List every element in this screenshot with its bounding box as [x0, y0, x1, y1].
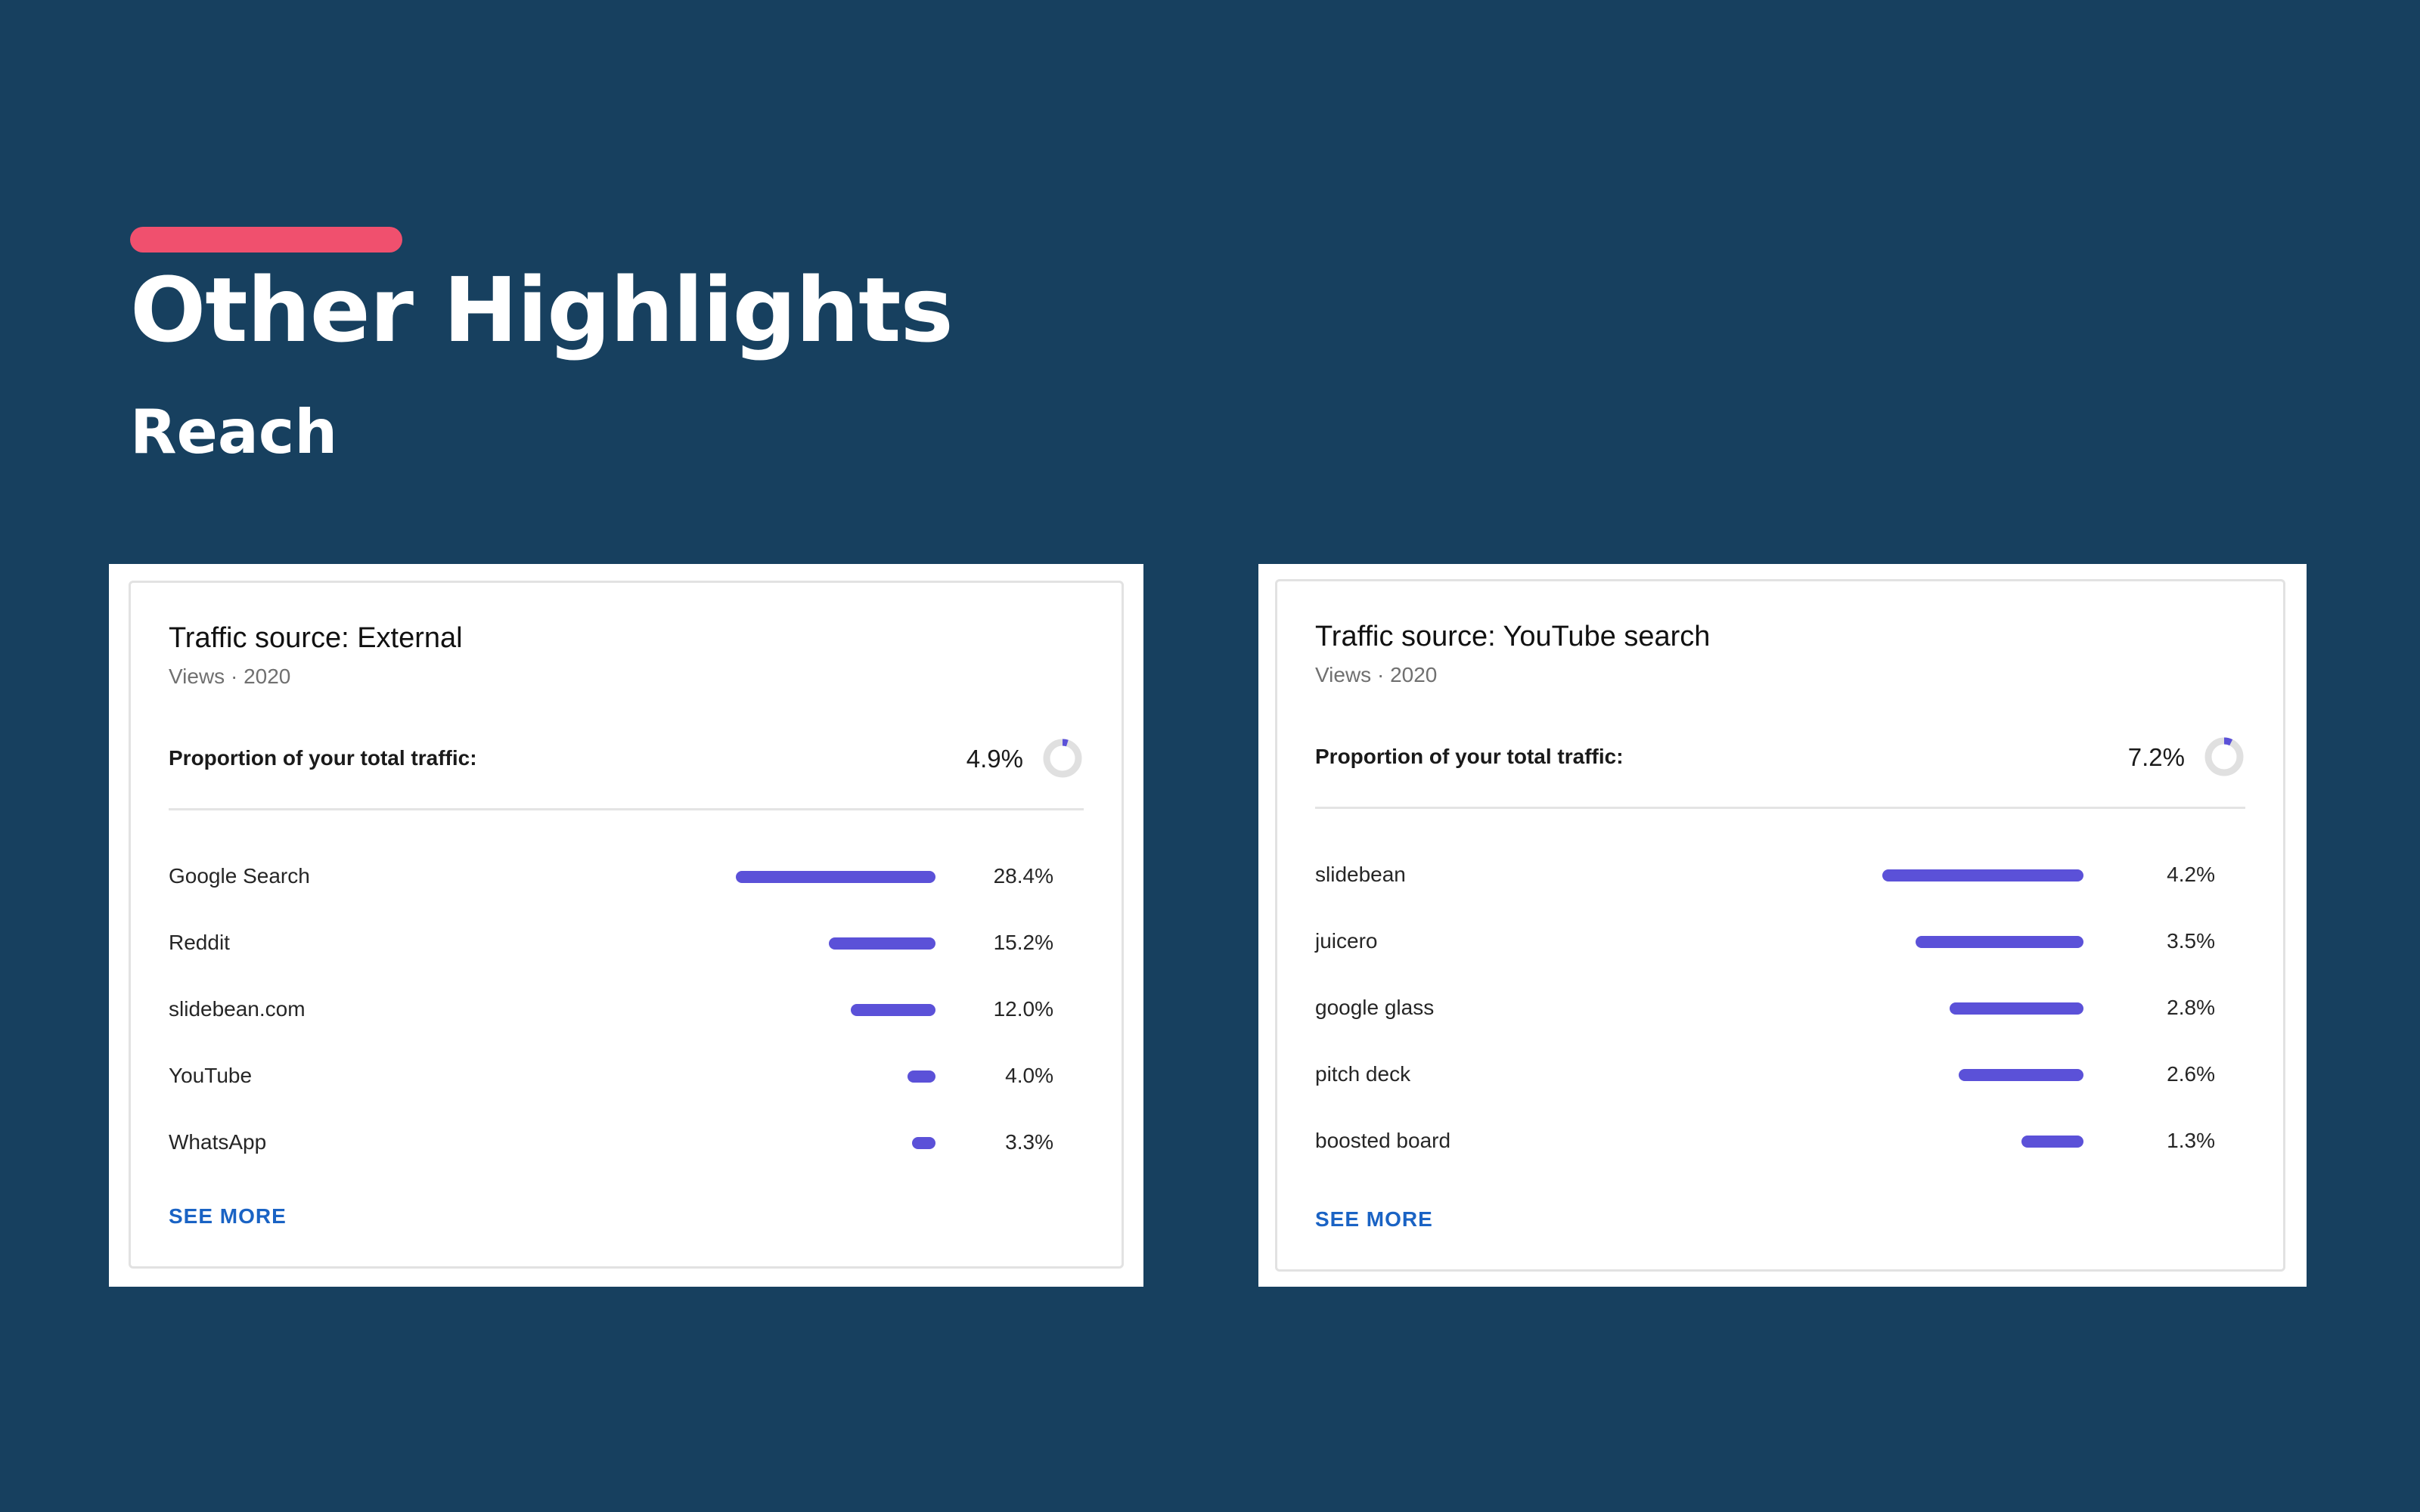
proportion-value: 7.2% [2127, 743, 2185, 771]
bar-fill [828, 937, 935, 950]
row-value: 2.6% [2167, 1062, 2215, 1086]
traffic-row: Reddit 15.2% [131, 914, 1122, 981]
row-value: 15.2% [993, 931, 1053, 954]
row-label: YouTube [169, 1064, 253, 1087]
traffic-row: google glass 2.8% [1277, 979, 2283, 1046]
donut-track [1043, 739, 1082, 778]
traffic-row: pitch deck 2.6% [1277, 1046, 2283, 1112]
bar-track [1882, 1069, 2083, 1081]
bar-fill [1882, 869, 2083, 881]
card-frame-external: Traffic source: External Views · 2020 Pr… [109, 564, 1143, 1287]
donut-fill [1043, 739, 1082, 778]
bar-fill [1949, 1002, 2083, 1015]
bar-track [736, 1004, 935, 1016]
bar-fill [2021, 1136, 2083, 1148]
proportion-donut-icon [1043, 739, 1082, 778]
traffic-card-youtube-search: Traffic source: YouTube search Views · 2… [1275, 579, 2285, 1272]
row-label: slidebean [1315, 863, 1406, 886]
traffic-row: juicero 3.5% [1277, 912, 2283, 979]
row-label: slidebean.com [169, 997, 306, 1021]
bar-track [1882, 1002, 2083, 1015]
traffic-card-external: Traffic source: External Views · 2020 Pr… [129, 581, 1124, 1269]
card-subtitle: Views · 2020 [1315, 663, 1438, 686]
bar-fill [912, 1137, 935, 1149]
card-title: Traffic source: YouTube search [1315, 621, 1711, 652]
card-title: Traffic source: External [169, 622, 463, 654]
divider [169, 808, 1084, 810]
row-value: 4.0% [1005, 1064, 1053, 1087]
row-label: pitch deck [1315, 1062, 1411, 1086]
traffic-row: slidebean 4.2% [1277, 846, 2283, 912]
row-label: Google Search [169, 864, 310, 888]
bar-track [1882, 936, 2083, 948]
row-value: 1.3% [2167, 1129, 2215, 1152]
title-accent-bar [130, 227, 402, 253]
row-value: 3.5% [2167, 929, 2215, 953]
traffic-row: Google Search 28.4% [131, 847, 1122, 914]
bar-fill [736, 871, 935, 883]
bar-fill [1959, 1069, 2083, 1081]
row-label: Reddit [169, 931, 230, 954]
traffic-row: boosted board 1.3% [1277, 1112, 2283, 1179]
page-title: Other Highlights [130, 258, 954, 362]
bar-track [1882, 1136, 2083, 1148]
row-value: 28.4% [993, 864, 1053, 888]
traffic-row: WhatsApp 3.3% [131, 1114, 1122, 1180]
row-value: 4.2% [2167, 863, 2215, 886]
row-label: WhatsApp [169, 1130, 267, 1154]
bar-fill [851, 1004, 935, 1016]
proportion-donut-icon [2204, 737, 2244, 776]
row-value: 2.8% [2167, 996, 2215, 1019]
bar-fill [1916, 936, 2083, 948]
divider [1315, 807, 2245, 809]
donut-track [2204, 737, 2244, 776]
bar-track [736, 937, 935, 950]
proportion-value: 4.9% [966, 745, 1023, 773]
see-more-link[interactable]: SEE MORE [1315, 1207, 1433, 1231]
row-value: 12.0% [993, 997, 1053, 1021]
traffic-rows: Google Search 28.4% Reddit 15.2% slidebe… [131, 847, 1122, 1180]
row-value: 3.3% [1005, 1130, 1053, 1154]
see-more-link[interactable]: SEE MORE [169, 1204, 287, 1228]
card-frame-youtube-search: Traffic source: YouTube search Views · 2… [1258, 564, 2307, 1287]
row-label: google glass [1315, 996, 1435, 1019]
bar-track [736, 871, 935, 883]
traffic-row: YouTube 4.0% [131, 1047, 1122, 1114]
proportion-label: Proportion of your total traffic: [1315, 745, 1624, 768]
row-label: boosted board [1315, 1129, 1451, 1152]
section-title: Reach [130, 397, 338, 467]
row-label: juicero [1315, 929, 1378, 953]
proportion-label: Proportion of your total traffic: [169, 746, 477, 770]
donut-fill [2204, 737, 2244, 776]
card-subtitle: Views · 2020 [169, 665, 291, 688]
traffic-rows: slidebean 4.2% juicero 3.5% google glass… [1277, 846, 2283, 1179]
bar-track [1882, 869, 2083, 881]
bar-fill [907, 1070, 935, 1083]
traffic-row: slidebean.com 12.0% [131, 981, 1122, 1047]
bar-track [736, 1070, 935, 1083]
bar-track [736, 1137, 935, 1149]
